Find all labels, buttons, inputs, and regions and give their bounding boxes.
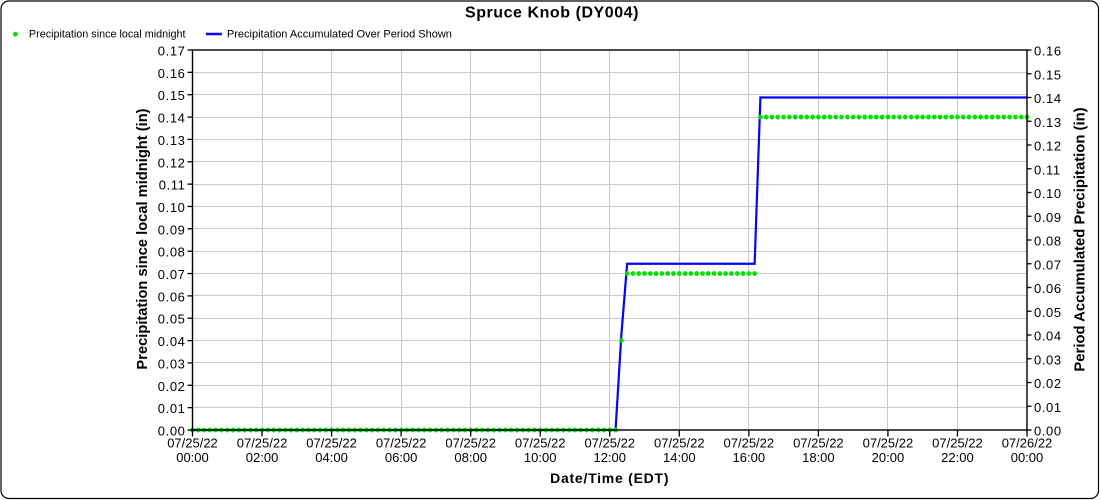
svg-text:0.03: 0.03 [158,356,186,371]
svg-text:0.01: 0.01 [158,401,186,416]
svg-text:Precipitation since local midn: Precipitation since local midnight [29,29,186,41]
svg-text:0.03: 0.03 [1034,352,1062,367]
svg-text:0.16: 0.16 [1034,44,1062,59]
svg-text:0.04: 0.04 [1034,329,1062,344]
svg-text:0.17: 0.17 [158,44,186,59]
svg-text:0.02: 0.02 [1034,376,1062,391]
svg-text:Spruce Knob (DY004): Spruce Knob (DY004) [465,5,639,22]
svg-text:Period Accumulated Precipitati: Period Accumulated Precipitation (in) [1072,107,1088,371]
svg-text:0.00: 0.00 [1034,424,1062,439]
svg-text:0.14: 0.14 [1034,91,1062,106]
svg-text:0.10: 0.10 [158,200,186,215]
svg-text:0.08: 0.08 [1034,234,1062,249]
svg-text:0.11: 0.11 [159,178,186,193]
svg-text:0.05: 0.05 [1034,305,1062,320]
svg-text:0.02: 0.02 [158,379,186,394]
svg-text:0.16: 0.16 [158,66,186,81]
svg-text:0.13: 0.13 [1034,115,1062,130]
svg-text:0.05: 0.05 [158,312,186,327]
svg-text:0.09: 0.09 [158,222,186,237]
svg-text:0.10: 0.10 [1034,186,1062,201]
svg-text:Precipitation Accumulated Over: Precipitation Accumulated Over Period Sh… [227,29,452,41]
svg-text:0.01: 0.01 [1034,400,1062,415]
svg-text:0.07: 0.07 [1034,257,1062,272]
svg-text:0.09: 0.09 [1034,210,1062,225]
svg-text:0.08: 0.08 [158,245,186,260]
svg-text:0.06: 0.06 [1034,281,1062,296]
svg-text:0.04: 0.04 [158,334,186,349]
svg-text:0.14: 0.14 [158,111,186,126]
svg-text:0.07: 0.07 [158,267,186,282]
svg-text:0.13: 0.13 [158,133,186,148]
svg-text:0.12: 0.12 [158,155,186,170]
svg-text:0.15: 0.15 [158,88,186,103]
svg-text:0.00: 0.00 [158,424,186,439]
svg-text:0.06: 0.06 [158,289,186,304]
svg-text:Precipitation since local midn: Precipitation since local midnight (in) [135,108,151,369]
svg-text:0.12: 0.12 [1034,139,1062,154]
svg-text:0.11: 0.11 [1034,162,1061,177]
svg-text:Date/Time (EDT): Date/Time (EDT) [550,470,669,486]
svg-text:0.15: 0.15 [1034,67,1062,82]
